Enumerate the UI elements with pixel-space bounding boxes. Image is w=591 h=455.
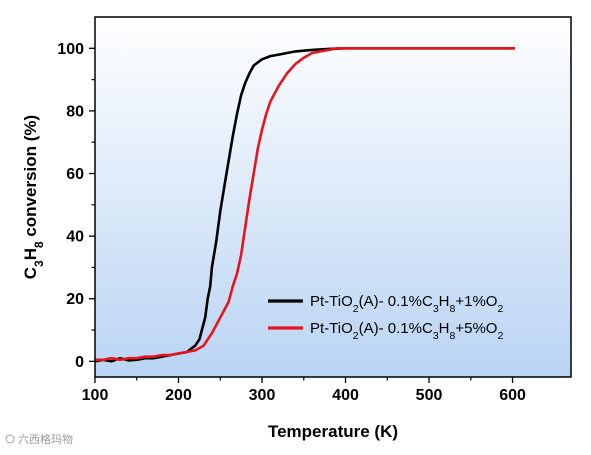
series-line-2 <box>95 46 515 362</box>
watermark-text: 六西格玛物 <box>18 432 73 446</box>
y-axis-title: C3H8 conversion (%) <box>21 115 46 279</box>
y-tick-label: 80 <box>66 103 84 120</box>
series-line-1 <box>94 46 515 363</box>
x-tick-label: 200 <box>165 387 192 404</box>
y-tick-label: 40 <box>66 229 84 246</box>
legend: Pt-TiO2(A)- 0.1%C3H8+1%O2 Pt-TiO2(A)- 0.1… <box>268 293 503 342</box>
series-layer <box>94 46 515 363</box>
y-tick-label: 100 <box>57 41 84 58</box>
y-tick-label: 20 <box>66 291 84 308</box>
y-tick-labels: 0 20 40 60 80 100 <box>57 41 84 371</box>
x-tick-label: 300 <box>249 387 276 404</box>
legend-label-2: Pt-TiO2(A)- 0.1%C3H8+5%O2 <box>310 320 503 342</box>
y-tick-label: 0 <box>75 354 84 371</box>
x-tick-labels: 100 200 300 400 500 600 <box>82 387 526 404</box>
x-tick-label: 600 <box>499 387 526 404</box>
y-tick-label: 60 <box>66 166 84 183</box>
x-axis-title: Temperature (K) <box>268 422 398 441</box>
watermark-logo-icon <box>5 434 15 444</box>
x-tick-label: 100 <box>82 387 109 404</box>
plot-frame <box>94 16 572 378</box>
x-tick-label: 500 <box>416 387 443 404</box>
x-tick-label: 400 <box>332 387 359 404</box>
legend-label-1: Pt-TiO2(A)- 0.1%C3H8+1%O2 <box>310 293 503 315</box>
plot-background <box>95 17 571 377</box>
watermark: 六西格玛物 <box>5 432 73 446</box>
